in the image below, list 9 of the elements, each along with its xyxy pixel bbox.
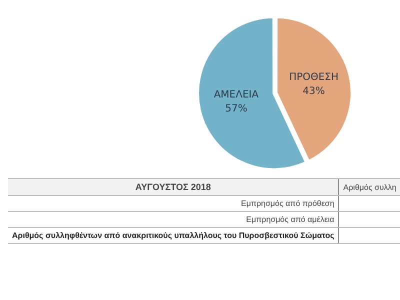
slice-label: ΑΜΕΛΕΙΑ <box>214 89 259 100</box>
slice-label: ΠΡΟΘΕΣΗ <box>289 72 339 83</box>
text: ΑΥΓΟΥΣΤΟΣ 2018 <box>8 178 339 196</box>
text: Εμπρησμός από αμέλεια <box>8 212 339 228</box>
text: Αριθμός συλληφθέντων από ανακριτικούς υπαλλήλους του Πυροσβεστικού Σώματος <box>8 228 339 244</box>
data-label: 43% <box>302 86 325 97</box>
data-label: 57% <box>225 103 248 114</box>
text: Αριθμός συλλη <box>338 178 400 196</box>
text: Εμπρησμός από πρόθεση <box>8 196 339 212</box>
